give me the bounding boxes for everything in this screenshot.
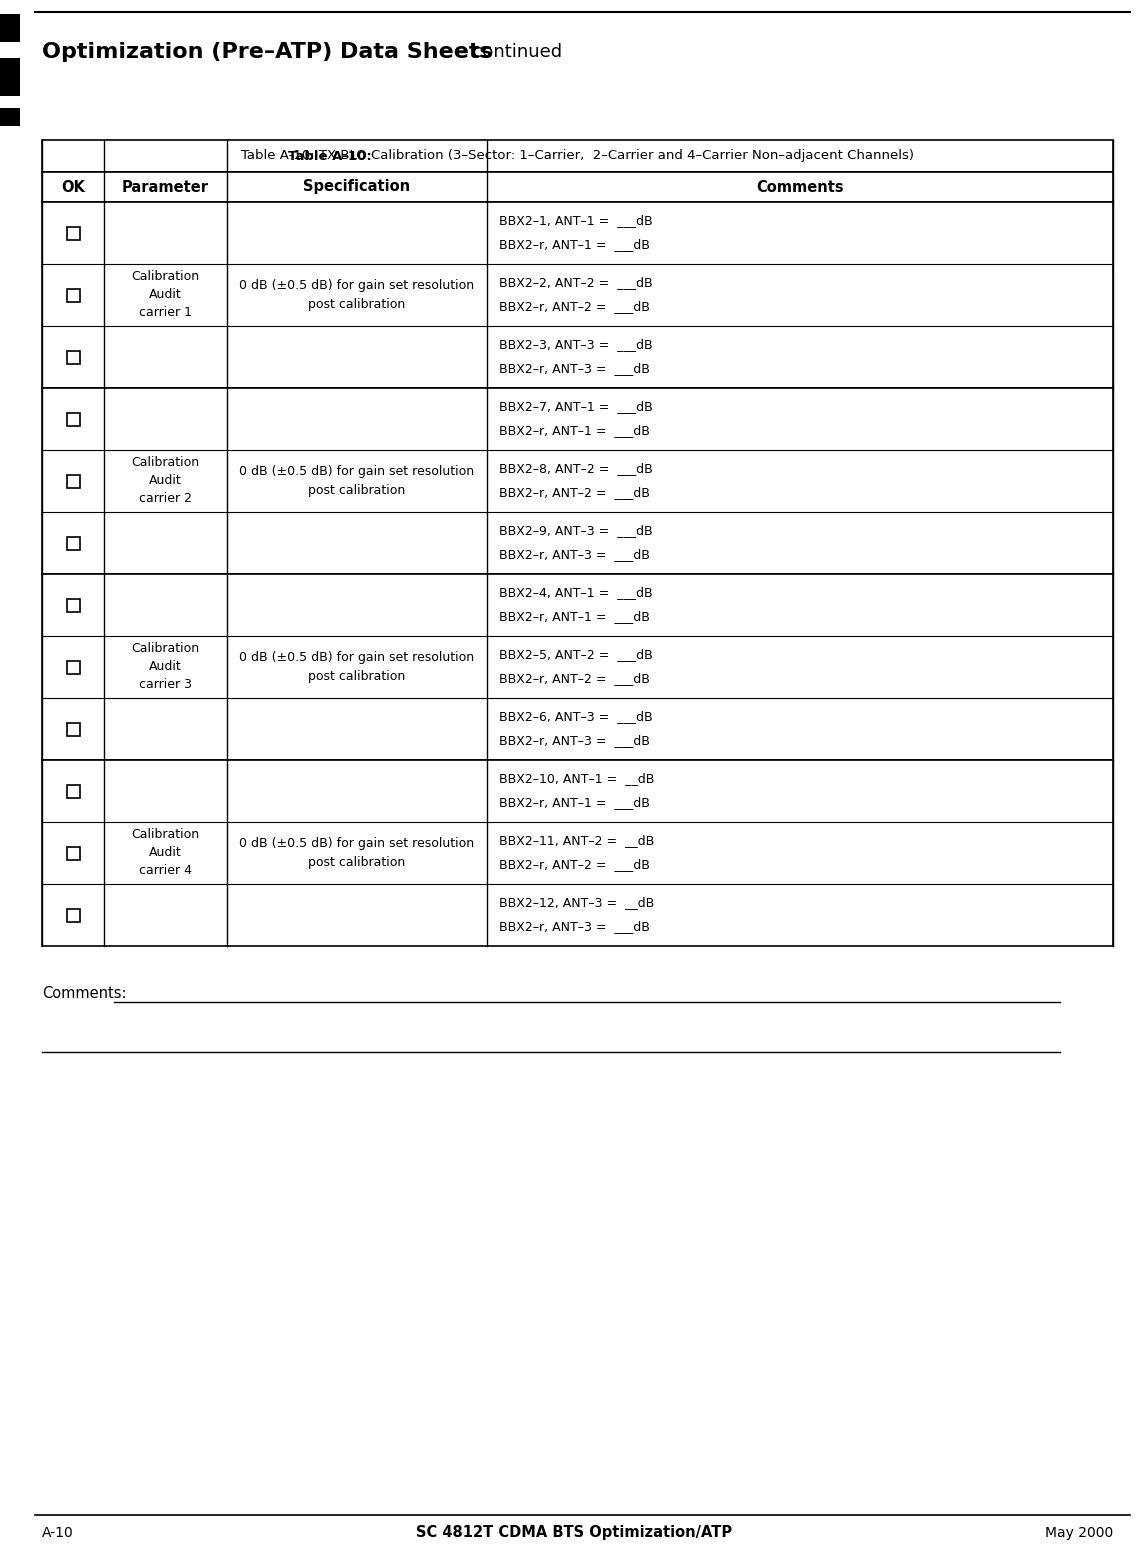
Text: BBX2–5, ANT–2 =  ___dB: BBX2–5, ANT–2 = ___dB — [499, 647, 653, 661]
Bar — [42, 575, 1114, 760]
Text: Table A-10: TX BLO Calibration (3–Sector: 1–Carrier,  2–Carrier and 4–Carrier No: Table A-10: TX BLO Calibration (3–Sector… — [241, 150, 914, 162]
Bar — [0, 14, 20, 42]
Text: BBX2–7, ANT–1 =  ___dB: BBX2–7, ANT–1 = ___dB — [499, 400, 653, 413]
Text: BBX2–11, ANT–2 =  __dB: BBX2–11, ANT–2 = __dB — [499, 834, 654, 847]
Text: BBX2–6, ANT–3 =  ___dB: BBX2–6, ANT–3 = ___dB — [499, 711, 652, 723]
Text: Comments:: Comments: — [42, 987, 126, 1001]
Bar — [67, 908, 79, 921]
Text: Calibration
Audit
carrier 2: Calibration Audit carrier 2 — [131, 456, 200, 505]
Bar — [42, 171, 1114, 202]
Text: – continued: – continued — [452, 43, 563, 60]
Text: BBX2–r, ANT–1 =  ___dB: BBX2–r, ANT–1 = ___dB — [499, 423, 650, 437]
Bar — [67, 289, 79, 301]
Text: SC 4812T CDMA BTS Optimization/ATP: SC 4812T CDMA BTS Optimization/ATP — [416, 1525, 732, 1540]
Bar — [0, 108, 20, 127]
Text: A: A — [5, 74, 15, 90]
Text: BBX2–8, ANT–2 =  ___dB: BBX2–8, ANT–2 = ___dB — [499, 462, 653, 476]
Bar — [42, 141, 1114, 171]
Bar — [42, 760, 1114, 946]
Text: BBX2–4, ANT–1 =  ___dB: BBX2–4, ANT–1 = ___dB — [499, 586, 652, 599]
Text: BBX2–r, ANT–2 =  ___dB: BBX2–r, ANT–2 = ___dB — [499, 672, 650, 684]
Text: BBX2–r, ANT–1 =  ___dB: BBX2–r, ANT–1 = ___dB — [499, 796, 650, 808]
Text: Parameter: Parameter — [122, 179, 209, 195]
Text: Calibration
Audit
carrier 4: Calibration Audit carrier 4 — [131, 828, 200, 878]
Bar — [67, 847, 79, 859]
Text: 0 dB (±0.5 dB) for gain set resolution
post calibration: 0 dB (±0.5 dB) for gain set resolution p… — [240, 837, 474, 868]
Bar — [42, 388, 1114, 575]
Bar — [67, 661, 79, 674]
Text: Calibration
Audit
carrier 1: Calibration Audit carrier 1 — [131, 270, 200, 320]
Text: BBX2–r, ANT–2 =  ___dB: BBX2–r, ANT–2 = ___dB — [499, 300, 650, 312]
Text: OK: OK — [61, 179, 85, 195]
Text: 0 dB (±0.5 dB) for gain set resolution
post calibration: 0 dB (±0.5 dB) for gain set resolution p… — [240, 465, 474, 497]
Bar — [42, 202, 1114, 388]
Text: BBX2–r, ANT–3 =  ___dB: BBX2–r, ANT–3 = ___dB — [499, 919, 650, 933]
Text: BBX2–10, ANT–1 =  __dB: BBX2–10, ANT–1 = __dB — [499, 772, 654, 785]
Bar — [67, 598, 79, 612]
Text: A-10: A-10 — [42, 1526, 73, 1540]
Text: BBX2–r, ANT–3 =  ___dB: BBX2–r, ANT–3 = ___dB — [499, 362, 650, 374]
Text: BBX2–r, ANT–3 =  ___dB: BBX2–r, ANT–3 = ___dB — [499, 547, 650, 561]
Text: BBX2–1, ANT–1 =  ___dB: BBX2–1, ANT–1 = ___dB — [499, 215, 652, 227]
Text: BBX2–12, ANT–3 =  __dB: BBX2–12, ANT–3 = __dB — [499, 896, 654, 908]
Text: 0 dB (±0.5 dB) for gain set resolution
post calibration: 0 dB (±0.5 dB) for gain set resolution p… — [240, 650, 474, 683]
Text: BBX2–3, ANT–3 =  ___dB: BBX2–3, ANT–3 = ___dB — [499, 338, 652, 351]
Bar — [67, 413, 79, 425]
Text: May 2000: May 2000 — [1045, 1526, 1114, 1540]
Bar — [67, 351, 79, 363]
Text: Calibration
Audit
carrier 3: Calibration Audit carrier 3 — [131, 643, 200, 692]
Text: BBX2–r, ANT–3 =  ___dB: BBX2–r, ANT–3 = ___dB — [499, 734, 650, 746]
Text: BBX2–2, ANT–2 =  ___dB: BBX2–2, ANT–2 = ___dB — [499, 277, 652, 289]
Text: Comments: Comments — [757, 179, 844, 195]
Text: BBX2–9, ANT–3 =  ___dB: BBX2–9, ANT–3 = ___dB — [499, 524, 652, 538]
Text: BBX2–r, ANT–1 =  ___dB: BBX2–r, ANT–1 = ___dB — [499, 238, 650, 250]
Text: BBX2–r, ANT–2 =  ___dB: BBX2–r, ANT–2 = ___dB — [499, 485, 650, 499]
Bar — [67, 474, 79, 488]
Text: BBX2–r, ANT–1 =  ___dB: BBX2–r, ANT–1 = ___dB — [499, 610, 650, 623]
Bar — [67, 536, 79, 550]
Bar — [67, 785, 79, 797]
Text: Table A-10:: Table A-10: — [287, 150, 371, 162]
Bar — [67, 227, 79, 239]
Bar — [0, 59, 20, 96]
Text: 0 dB (±0.5 dB) for gain set resolution
post calibration: 0 dB (±0.5 dB) for gain set resolution p… — [240, 280, 474, 311]
Text: Optimization (Pre–ATP) Data Sheets: Optimization (Pre–ATP) Data Sheets — [42, 42, 492, 62]
Text: Specification: Specification — [303, 179, 411, 195]
Text: BBX2–r, ANT–2 =  ___dB: BBX2–r, ANT–2 = ___dB — [499, 857, 650, 871]
Bar — [67, 723, 79, 735]
